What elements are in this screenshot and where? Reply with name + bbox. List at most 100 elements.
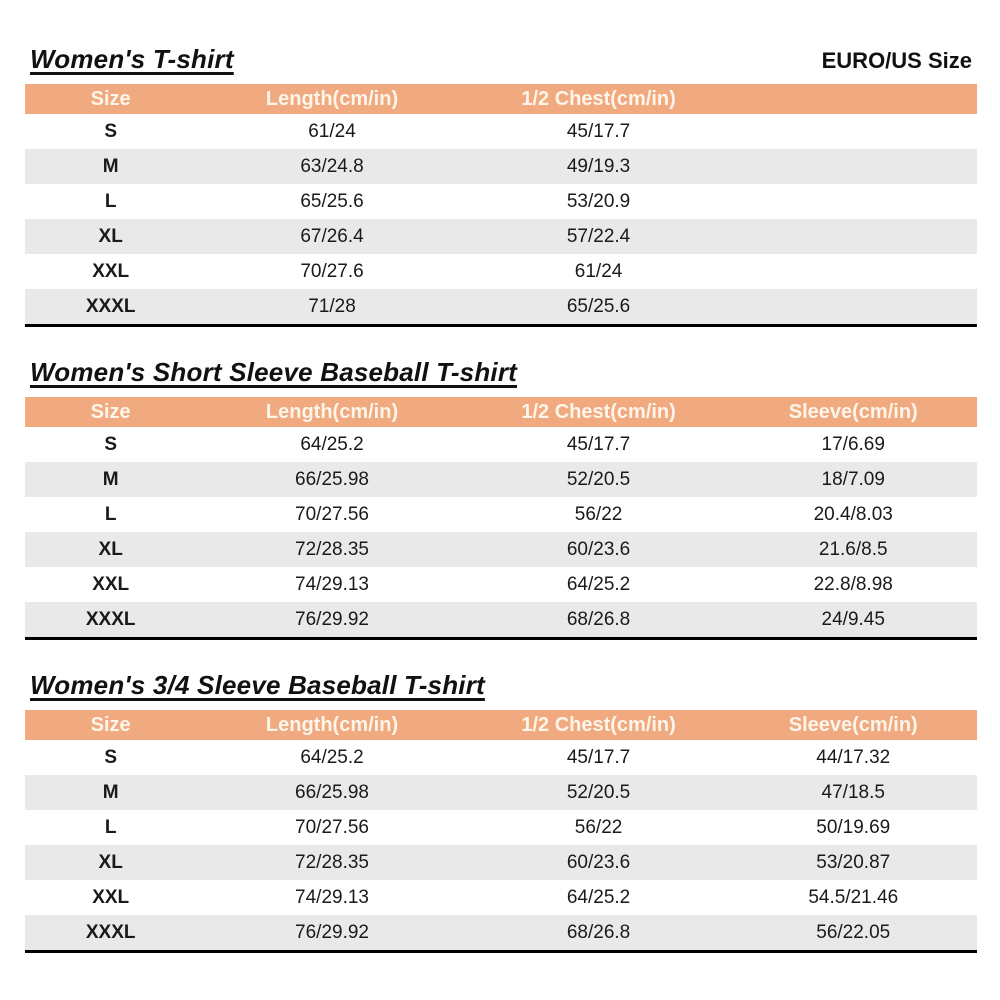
table-row-m: M 63/24.8 49/19.3	[25, 149, 977, 184]
value-cell: 64/25.2	[300, 433, 364, 455]
value-cell: 45/17.7	[566, 120, 631, 142]
value-cell: 45/17.7	[566, 433, 631, 455]
table-row-s: S 64/25.2 45/17.7 44/17.32	[25, 740, 977, 775]
column-header-sleeve-cm-in: Sleeve(cm/in)	[729, 397, 977, 427]
table-row-s: S 64/25.2 45/17.7 17/6.69	[25, 427, 977, 462]
column-header-length-cm-in: Length(cm/in)	[196, 710, 468, 740]
value-cell: 66/25.98	[295, 468, 369, 490]
size-cell: XXXL	[85, 921, 136, 943]
value-cell: 68/26.8	[566, 608, 631, 630]
table-row-xxxl: XXXL 76/29.92 68/26.8 24/9.45	[25, 602, 977, 639]
size-cell: M	[102, 155, 119, 177]
value-cell	[729, 254, 977, 289]
value-cell: 76/29.92	[295, 921, 369, 943]
section-title: Women's Short Sleeve Baseball T-shirt	[30, 357, 518, 387]
column-header-1-2-chest-cm-in: 1/2 Chest(cm/in)	[467, 397, 730, 427]
value-cell: 20.4/8.03	[813, 503, 893, 525]
section-header: Women's T-shirt EURO/US Size	[30, 44, 972, 76]
table-row-xl: XL 67/26.4 57/22.4	[25, 219, 977, 254]
table-row-s: S 61/24 45/17.7	[25, 114, 977, 149]
column-header-1-2-chest-cm-in: 1/2 Chest(cm/in)	[467, 710, 730, 740]
value-cell: 56/22	[574, 503, 623, 525]
value-cell: 49/19.3	[566, 155, 631, 177]
value-cell: 65/25.6	[300, 190, 364, 212]
value-cell: 57/22.4	[566, 225, 631, 247]
value-cell: 64/25.2	[566, 886, 631, 908]
size-cell: M	[102, 781, 119, 803]
value-cell: 56/22.05	[816, 921, 891, 943]
size-cell: XL	[98, 225, 123, 247]
value-cell: 22.8/8.98	[813, 573, 893, 595]
value-cell: 52/20.5	[566, 468, 631, 490]
column-header-size: Size	[25, 397, 197, 427]
value-cell: 76/29.92	[295, 608, 369, 630]
value-cell: 50/19.69	[816, 816, 891, 838]
value-cell: 66/25.98	[295, 781, 369, 803]
value-cell: 68/26.8	[566, 921, 631, 943]
size-table-womens-tshirt: Size Length(cm/in) 1/2 Chest(cm/in) S 61/24…	[25, 84, 977, 327]
value-cell	[729, 149, 977, 184]
value-cell	[729, 184, 977, 219]
size-standard-label: EURO/US Size	[821, 48, 972, 73]
size-cell: XL	[98, 538, 123, 560]
table-row-xxxl: XXXL 76/29.92 68/26.8 56/22.05	[25, 915, 977, 952]
column-header-size: Size	[25, 84, 197, 114]
column-header-size: Size	[25, 710, 197, 740]
size-cell: XXL	[92, 886, 130, 908]
value-cell: 44/17.32	[816, 746, 891, 768]
table-row-xxl: XXL 70/27.6 61/24	[25, 254, 977, 289]
section-header: Women's Short Sleeve Baseball T-shirt	[30, 357, 972, 389]
value-cell: 61/24	[308, 120, 356, 142]
size-cell: S	[104, 746, 118, 768]
table-row-l: L 65/25.6 53/20.9	[25, 184, 977, 219]
value-cell: 70/27.56	[295, 503, 369, 525]
value-cell: 64/25.2	[300, 746, 364, 768]
section-womens-tshirt: Women's T-shirt EURO/US Size Size Length(…	[0, 44, 1000, 327]
size-cell: XXL	[92, 260, 130, 282]
value-cell: 53/20.87	[816, 851, 891, 873]
value-cell: 45/17.7	[566, 746, 631, 768]
value-cell: 52/20.5	[566, 781, 631, 803]
column-header-length-cm-in: Length(cm/in)	[196, 397, 468, 427]
section-three-quarter-sleeve-baseball-tshirt: Women's 3/4 Sleeve Baseball T-shirt Size…	[0, 670, 1000, 953]
value-cell: 70/27.56	[295, 816, 369, 838]
value-cell: 70/27.6	[300, 260, 364, 282]
size-chart-page: Women's T-shirt EURO/US Size Size Length(…	[0, 44, 1000, 953]
column-header-1-2-chest-cm-in: 1/2 Chest(cm/in)	[467, 84, 730, 114]
size-table-short-sleeve-baseball: Size Length(cm/in) 1/2 Chest(cm/in) Sleeve(…	[25, 397, 977, 640]
value-cell: 60/23.6	[566, 538, 631, 560]
value-cell: 71/28	[308, 295, 356, 317]
value-cell	[729, 219, 977, 254]
table-row-xl: XL 72/28.35 60/23.6 53/20.87	[25, 845, 977, 880]
size-cell: L	[104, 503, 117, 525]
value-cell: 21.6/8.5	[818, 538, 888, 560]
value-cell: 74/29.13	[295, 573, 369, 595]
value-cell: 54.5/21.46	[808, 886, 899, 908]
table-row-xxxl: XXXL 71/28 65/25.6	[25, 289, 977, 326]
value-cell: 24/9.45	[821, 608, 885, 630]
size-cell: XL	[98, 851, 123, 873]
section-title: Women's 3/4 Sleeve Baseball T-shirt	[30, 670, 485, 700]
section-short-sleeve-baseball-tshirt: Women's Short Sleeve Baseball T-shirt Si…	[0, 357, 1000, 640]
size-cell: M	[102, 468, 119, 490]
value-cell: 65/25.6	[566, 295, 631, 317]
table-header-row: Size Length(cm/in) 1/2 Chest(cm/in)	[25, 84, 977, 114]
value-cell	[729, 114, 977, 149]
table-row-m: M 66/25.98 52/20.5 18/7.09	[25, 462, 977, 497]
column-header-empty	[729, 84, 977, 114]
value-cell	[729, 289, 977, 326]
value-cell: 60/23.6	[566, 851, 631, 873]
column-header-length-cm-in: Length(cm/in)	[196, 84, 468, 114]
table-row-xxl: XXL 74/29.13 64/25.2 54.5/21.46	[25, 880, 977, 915]
table-header-row: Size Length(cm/in) 1/2 Chest(cm/in) Sleeve(…	[25, 710, 977, 740]
section-title: Women's T-shirt	[30, 44, 234, 74]
size-cell: S	[104, 120, 118, 142]
value-cell: 47/18.5	[821, 781, 885, 803]
value-cell: 72/28.35	[295, 851, 369, 873]
table-row-m: M 66/25.98 52/20.5 47/18.5	[25, 775, 977, 810]
value-cell: 61/24	[574, 260, 623, 282]
table-row-xl: XL 72/28.35 60/23.6 21.6/8.5	[25, 532, 977, 567]
value-cell: 64/25.2	[566, 573, 631, 595]
value-cell: 67/26.4	[300, 225, 364, 247]
value-cell: 53/20.9	[566, 190, 631, 212]
